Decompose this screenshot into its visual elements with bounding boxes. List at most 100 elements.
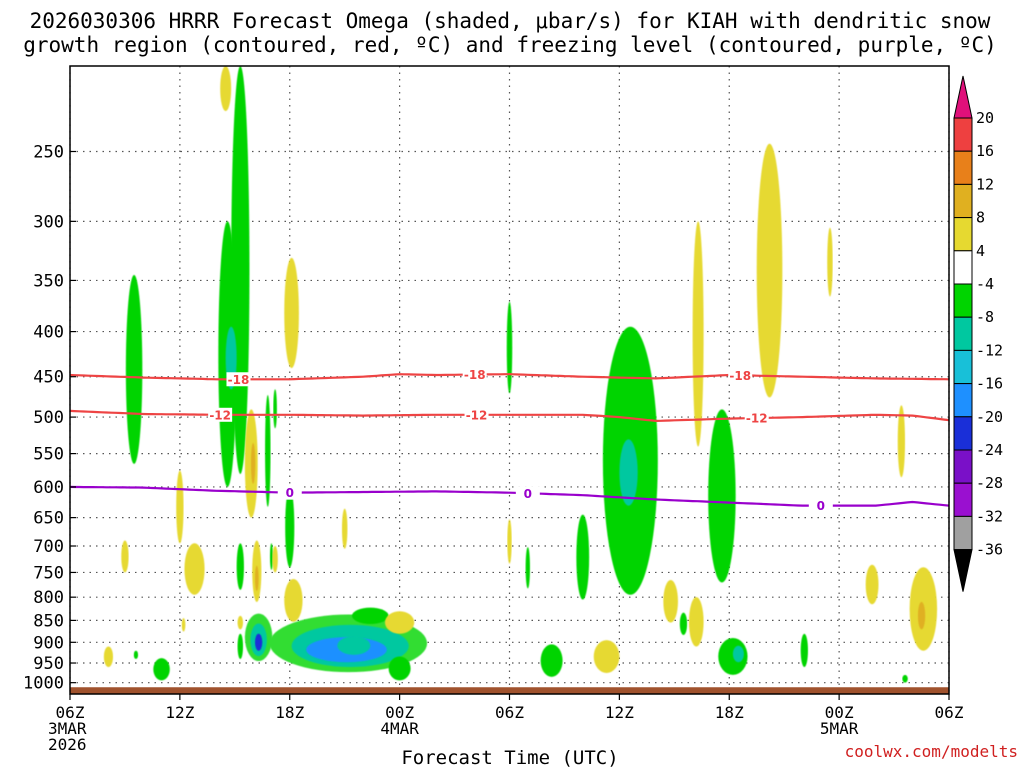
x-tick-label: 12Z [165,703,194,722]
y-axis: 2503003504004505005506006507007508008509… [23,142,76,694]
colorbar-segment [953,283,973,318]
omega-descent-area [663,580,678,623]
contour-label: -12 [466,408,488,422]
omega-ascent-area [525,547,531,589]
omega-ascent-area [388,656,411,681]
colorbar-segment [953,349,973,385]
x-tick-label: 4MAR [380,719,419,738]
colorbar-segment [953,316,973,351]
chart-title-line-2: growth region (contoured, red, ºC) and f… [23,33,997,57]
x-tick-label: 00Z [825,703,854,722]
colorbar: 20 16 12 8 4 -4 -8 -12 -16 -20 -24 -28 -32 -36 [953,75,1003,592]
omega-ascent-area [237,633,244,659]
omega-descent-area [897,405,906,478]
omega-ascent-area [133,650,139,659]
colorbar-label: 8 [976,209,985,227]
y-tick-label: 550 [33,445,64,465]
colorbar-label: -8 [976,308,994,326]
x-tick-label: 18Z [715,703,744,722]
omega-descent-area [507,519,512,564]
omega-descent-area [341,508,348,549]
colorbar-segment [953,150,973,185]
x-tick-label: 5MAR [820,719,859,738]
omega-descent-area [254,565,259,591]
colorbar-label: -4 [976,275,994,293]
colorbar-segment [953,117,973,152]
omega-descent-area [917,601,926,630]
omega-ascent-area [153,658,170,681]
colorbar-segment [953,183,973,219]
omega-ascent-area [285,486,295,568]
colorbar-label: -24 [976,441,1003,459]
omega-ascent-area [254,633,263,651]
omega-descent-area [237,615,244,630]
contour-label-bg [462,367,487,382]
colorbar-label: -12 [976,341,1003,359]
colorbar-segment [953,383,973,418]
colorbar-segment [953,515,973,551]
colorbar-bottom-arrow [953,549,973,592]
contour-label: 0 [286,486,294,500]
y-tick-label: 700 [33,537,64,557]
contour-lines: -18 -18 -18 -12 -12 -12 0 0 0 [70,367,949,513]
colorbar-top-arrow [953,75,973,119]
x-tick-label: 2026 [48,735,87,754]
omega-descent-area [593,640,620,673]
ground-fill [70,687,949,694]
colorbar-label: 16 [976,142,994,160]
contour-label-bg [208,407,233,422]
omega-descent-area [865,564,879,605]
colorbar-segment [953,250,973,285]
contour-label-bg [808,498,833,513]
y-tick-label: 900 [33,633,64,653]
contour-label: -12 [209,408,231,422]
omega-ascent-area [708,409,736,583]
x-tick-label: 06Z [935,703,964,722]
contour-label: -12 [746,412,768,426]
omega-ascent-area [506,301,513,394]
x-tick-label: 18Z [275,703,304,722]
omega-descent-area [284,579,303,622]
x-tick-label: 3MAR [48,719,87,738]
contour-label-bg [728,368,753,383]
omega-descent-area [121,540,129,573]
omega-ascent-area [125,274,143,464]
omega-ascent-area [236,543,244,590]
omega-descent-area [827,227,833,297]
x-tick-label: 06Z [495,703,524,722]
omega-descent-area [284,257,299,369]
contour-label-bg [464,407,489,422]
y-tick-label: 950 [33,654,64,674]
colorbar-segment [953,449,973,484]
contour-label-bg [515,486,540,501]
colorbar-label: 12 [976,175,994,193]
y-tick-label: 850 [33,611,64,631]
contour-label: -18 [729,369,751,383]
omega-descent-area [220,66,232,112]
contour-label: -18 [464,368,486,382]
omega-descent-area [181,618,186,632]
colorbar-segment [953,217,973,252]
x-tick-label: 00Z [385,703,414,722]
colorbar-label: -36 [976,541,1003,559]
colorbar-label: 20 [976,109,994,127]
contour-label: -18 [228,373,250,387]
y-tick-label: 300 [33,212,64,232]
omega-descent-area [384,611,415,634]
omega-ascent-area [265,395,271,507]
y-tick-label: 800 [33,588,64,608]
omega-ascent-area [352,607,389,624]
contour-label: 0 [817,499,825,513]
colorbar-label: -28 [976,474,1003,492]
omega-descent-area [688,597,704,647]
colorbar-label: -32 [976,507,1003,525]
omega-descent-area [250,443,256,484]
omega-descent-area [692,221,704,447]
omega-ascent-area [732,645,744,663]
y-tick-label: 750 [33,563,64,583]
y-tick-label: 1000 [23,674,64,694]
contour-label-bg [226,372,251,387]
omega-descent-area [756,143,783,398]
